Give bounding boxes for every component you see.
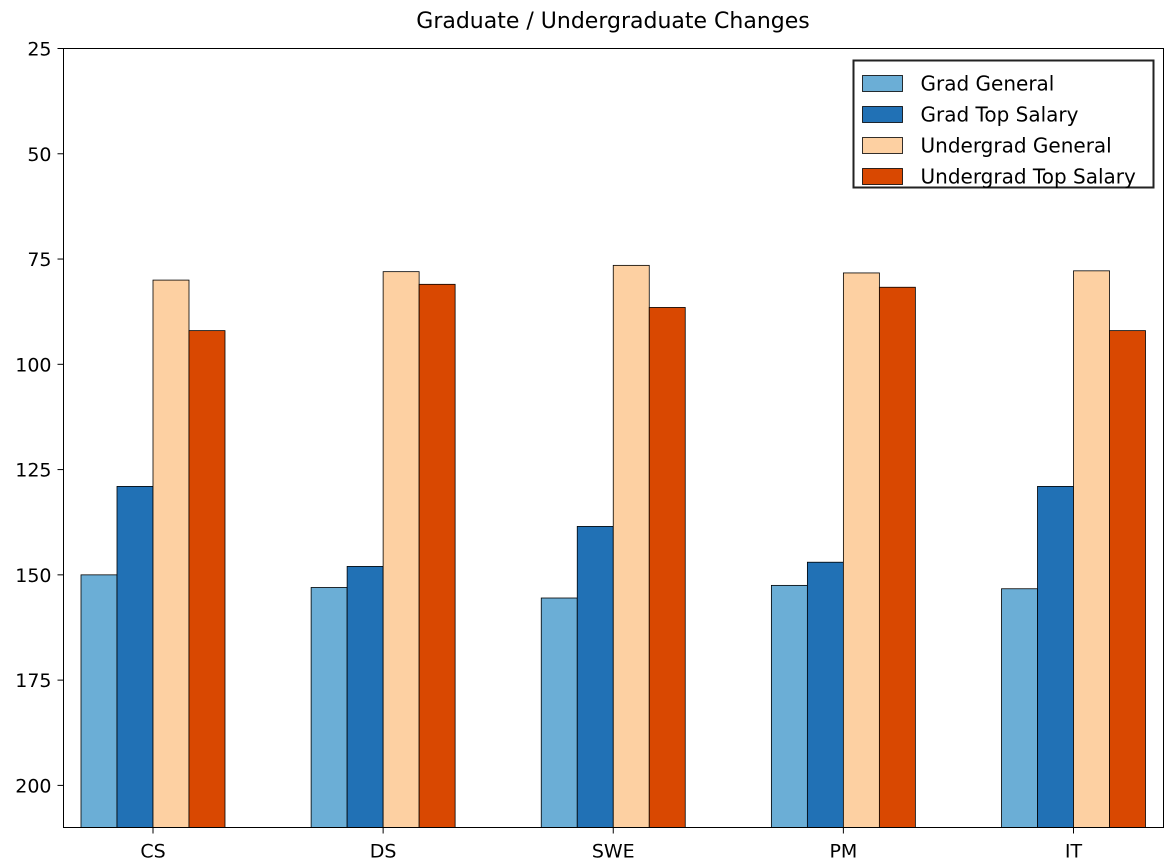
- bar-ds-grad-top-salary: [346, 566, 384, 828]
- chart-title: Graduate / Undergraduate Changes: [416, 9, 809, 34]
- x-tick-label-cs: CS: [140, 841, 165, 863]
- y-tick-label: 125: [15, 460, 51, 482]
- bar-ds-undergrad-general: [382, 271, 420, 828]
- legend-box: [852, 59, 1155, 189]
- legend-label: Grad Top Salary: [921, 103, 1079, 127]
- bars-group: [80, 264, 1146, 828]
- legend-swatch: [862, 106, 903, 123]
- bar-swe-grad-top-salary: [576, 526, 614, 828]
- x-tick-label-ds: DS: [370, 841, 397, 863]
- legend-swatch: [862, 168, 903, 185]
- bar-it-undergrad-general: [1073, 270, 1110, 828]
- bar-ds-undergrad-top-salary: [418, 283, 456, 828]
- bar-pm-grad-top-salary: [806, 561, 844, 828]
- bar-ds-grad-general: [310, 587, 348, 828]
- bar-swe-grad-general: [540, 597, 578, 828]
- legend-swatch: [862, 75, 903, 92]
- bar-swe-undergrad-general: [612, 264, 650, 828]
- legend: Grad General Grad Top Salary Undergrad Gen…: [852, 59, 1155, 189]
- x-tick-label-it: IT: [1065, 841, 1083, 863]
- x-axis: CS DS SWE PM IT: [140, 827, 1083, 863]
- bar-cs-grad-top-salary: [116, 486, 154, 828]
- bar-pm-grad-general: [770, 584, 808, 828]
- bar-it-undergrad-top-salary: [1109, 330, 1146, 828]
- y-axis: 25 50 75 100 125 150 175 200: [15, 39, 64, 797]
- bar-pm-undergrad-general: [842, 272, 880, 828]
- x-tick-label-pm: PM: [829, 841, 857, 863]
- legend-label: Undergrad General: [921, 134, 1112, 158]
- legend-label: Grad General: [921, 72, 1055, 96]
- y-tick-label: 100: [15, 354, 51, 376]
- legend-swatch: [862, 137, 903, 154]
- bar-it-grad-general: [1001, 588, 1038, 828]
- bar-cs-undergrad-top-salary: [188, 330, 226, 828]
- bar-cs-undergrad-general: [152, 279, 190, 828]
- y-tick-label: 150: [15, 565, 51, 587]
- bar-swe-undergrad-top-salary: [648, 307, 686, 828]
- y-tick-label: 75: [27, 249, 51, 271]
- x-tick-label-swe: SWE: [592, 841, 635, 863]
- y-tick-label: 25: [27, 39, 51, 61]
- bar-pm-undergrad-top-salary: [878, 286, 916, 828]
- bar-it-grad-top-salary: [1037, 486, 1074, 828]
- y-tick-label: 175: [15, 670, 51, 692]
- y-tick-label: 50: [27, 144, 51, 166]
- bar-cs-grad-general: [80, 574, 118, 828]
- legend-label: Undergrad Top Salary: [921, 165, 1137, 189]
- y-tick-label: 200: [15, 775, 51, 797]
